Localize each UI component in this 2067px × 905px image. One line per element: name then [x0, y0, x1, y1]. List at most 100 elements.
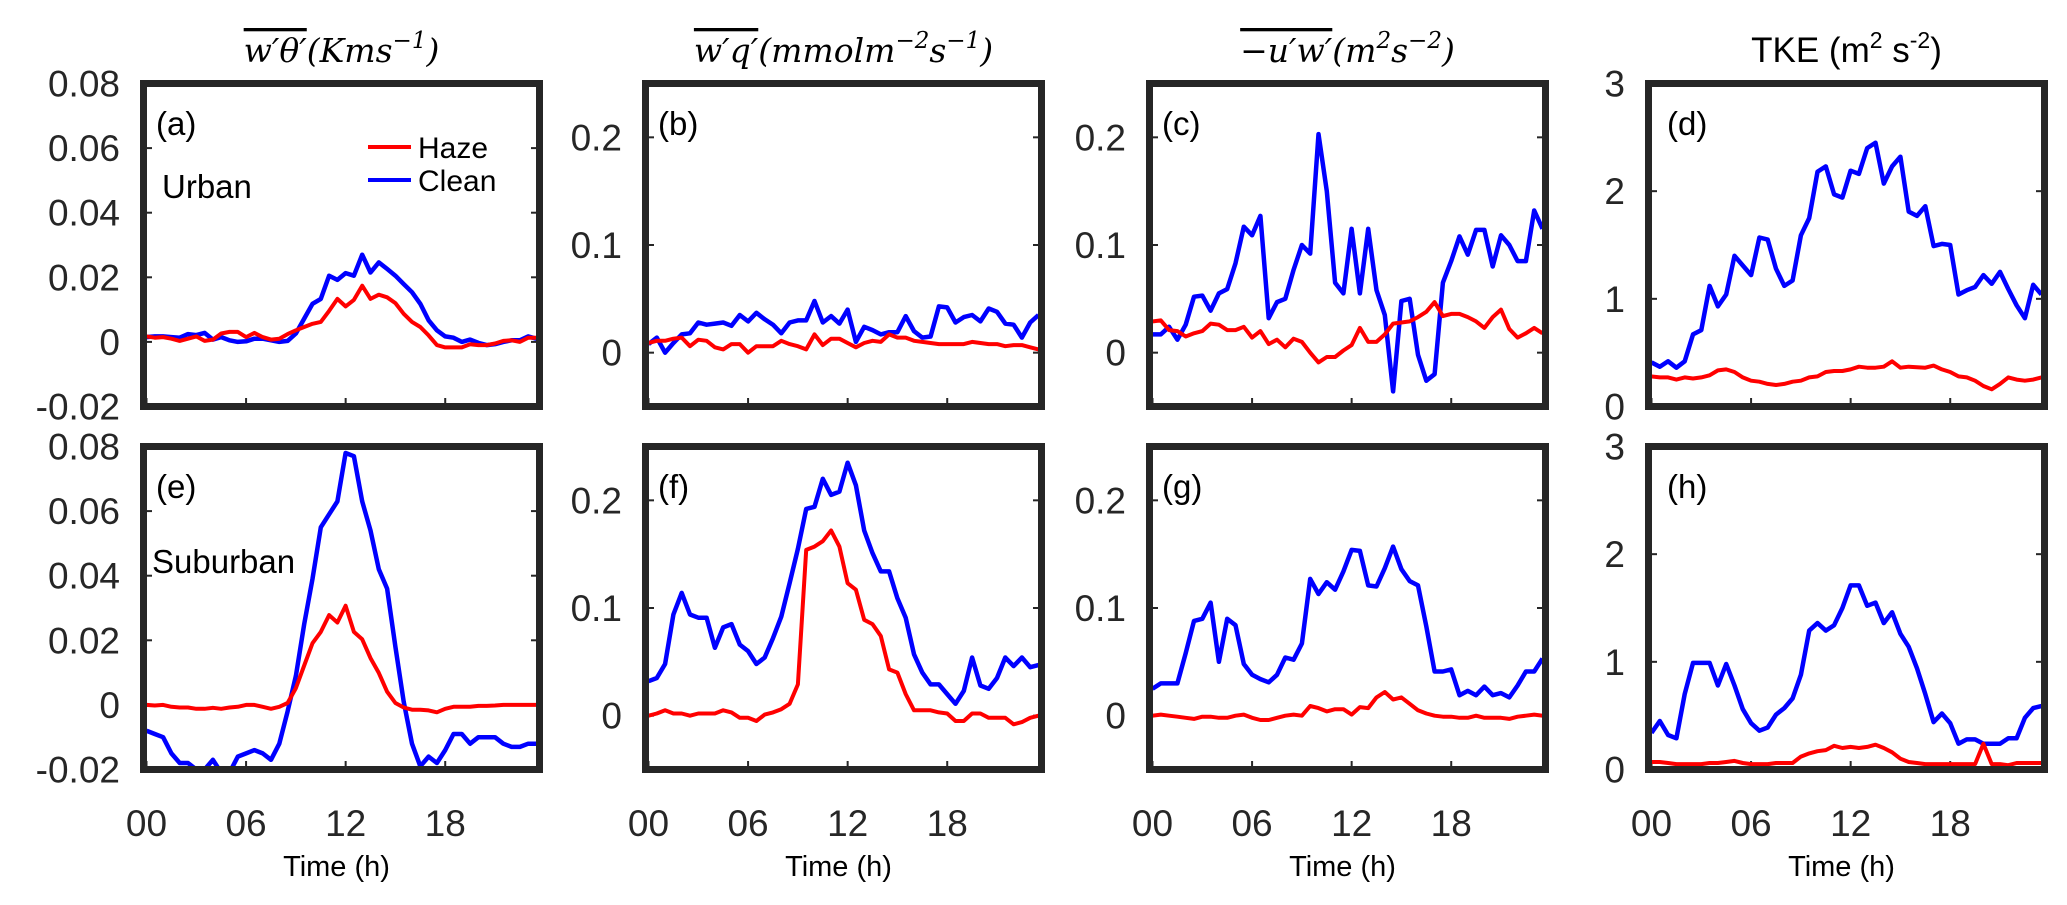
x-tick-label: 00	[126, 803, 167, 844]
panel-e: -0.02 0 0.02 0.04 0.06 0.08 00 06 12 18 Time (h) (e…	[36, 427, 543, 883]
y-tick-label: 0.06	[48, 491, 120, 532]
y-tick-label: 0.02	[48, 257, 120, 298]
panels: -0.02 0 0.02 0.04 0.06 0.08 (a) Urban 0 0.1 0.2 (b)…	[36, 64, 2048, 883]
column-title-part: TKE (m	[1751, 31, 1870, 70]
column-title-part: s	[929, 31, 946, 70]
x-tick-label: 00	[1132, 803, 1173, 844]
column-titles: w′θ′(Kms−1) w′q′(mmolm−2s−1) −u′w′(m2s−2) T…	[244, 27, 1942, 70]
y-tick-label: 3	[1604, 64, 1625, 105]
x-tick-label: 00	[1631, 803, 1672, 844]
x-tick-label: 00	[628, 803, 669, 844]
y-tick-label: -0.02	[36, 387, 120, 428]
column-title-part: (mmolm	[758, 31, 895, 70]
column-title-part: s	[1391, 31, 1408, 70]
column-title-3: −u′w′(m2s−2)	[1240, 28, 1455, 70]
series-line-haze	[147, 283, 536, 350]
y-tick-label: 0.04	[48, 193, 120, 234]
column-title-4: TKE (m2 s-2)	[1751, 27, 1942, 70]
axes-frame	[1146, 80, 1549, 410]
y-tick-label: 2	[1604, 171, 1625, 212]
column-title-part: )	[425, 31, 439, 70]
column-title-part: −u′w′	[1240, 31, 1333, 70]
y-tick-label: 3	[1604, 427, 1625, 468]
panel-label: (h)	[1667, 468, 1707, 505]
column-title-1: w′θ′(Kms−1)	[244, 28, 440, 70]
y-tick-label: 0.06	[48, 128, 120, 169]
x-tick-label: 12	[325, 803, 366, 844]
x-tick-label: 18	[1431, 803, 1472, 844]
y-tick-label: 0.08	[48, 64, 120, 105]
x-axis-label: Time (h)	[283, 851, 390, 883]
column-title-2: w′q′(mmolm−2s−1)	[694, 28, 993, 70]
series-line-haze	[1153, 690, 1542, 722]
column-title-part: )	[1441, 31, 1455, 70]
x-axis-label: Time (h)	[1788, 851, 1895, 883]
panel-a: -0.02 0 0.02 0.04 0.06 0.08 (a) Urban	[36, 64, 543, 428]
panel-g: 0 0.1 0.2 00 06 12 18 Time (h) (g)	[1075, 443, 1549, 883]
column-title-part: w′θ′	[244, 31, 308, 70]
y-tick-label: 0.1	[1075, 225, 1126, 266]
x-axis-label: Time (h)	[1289, 851, 1396, 883]
y-tick-label: 0.2	[1075, 480, 1126, 521]
series-line-haze	[649, 332, 1038, 355]
panel-b: 0 0.1 0.2 (b)	[571, 80, 1045, 410]
y-tick-label: 0.04	[48, 556, 120, 597]
series-line-haze	[1153, 300, 1542, 365]
y-tick-label: 0	[1105, 696, 1126, 737]
axes-frame	[1645, 443, 2048, 773]
x-tick-label: 12	[1830, 803, 1871, 844]
legend-clean-label: Clean	[418, 165, 496, 198]
y-tick-label: 0	[99, 685, 120, 726]
y-tick-label: 0.1	[571, 588, 622, 629]
y-tick-label: 1	[1604, 279, 1625, 320]
x-tick-label: 06	[727, 803, 768, 844]
legend: Haze Clean	[368, 132, 496, 198]
y-tick-label: 0.2	[1075, 117, 1126, 158]
series-line-clean	[1153, 131, 1542, 394]
panel-label: (c)	[1162, 105, 1200, 142]
x-tick-label: 18	[425, 803, 466, 844]
x-tick-label: 06	[225, 803, 266, 844]
x-tick-label: 06	[1231, 803, 1272, 844]
axes-frame	[140, 80, 543, 410]
y-tick-label: 0	[601, 333, 622, 374]
x-tick-label: 12	[827, 803, 868, 844]
y-tick-label: 0	[601, 696, 622, 737]
axes-frame	[642, 80, 1045, 410]
y-tick-label: 0.2	[571, 117, 622, 158]
x-tick-label: 12	[1331, 803, 1372, 844]
column-title-part: -2	[1910, 27, 1930, 53]
column-title-part: −1	[393, 28, 427, 54]
y-tick-label: 0.2	[571, 480, 622, 521]
series-line-clean	[649, 298, 1038, 355]
column-title-part: s	[1883, 31, 1910, 70]
axes-frame	[140, 443, 543, 773]
x-tick-label: 06	[1730, 803, 1771, 844]
column-title-part: −2	[1408, 28, 1442, 54]
series-line-clean	[1652, 583, 2041, 746]
column-title-part: (Kms	[307, 31, 393, 70]
panel-label: (b)	[658, 105, 698, 142]
series-line-clean	[1153, 544, 1542, 700]
x-axis-label: Time (h)	[785, 851, 892, 883]
x-tick-label: 18	[1930, 803, 1971, 844]
y-tick-label: 0	[99, 322, 120, 363]
x-tick-label: 18	[927, 803, 968, 844]
column-title-part: 2	[1870, 27, 1883, 53]
column-title-part: −1	[946, 28, 980, 54]
column-title-part: w′q′	[694, 31, 759, 70]
y-tick-label: -0.02	[36, 750, 120, 791]
series-line-haze	[147, 603, 536, 715]
panel-label: (a)	[156, 105, 196, 142]
series-line-haze	[649, 528, 1038, 727]
panel-label: (d)	[1667, 105, 1707, 142]
y-tick-label: 0.08	[48, 427, 120, 468]
column-title-part: (m	[1332, 31, 1376, 70]
column-title-part: 2	[1375, 28, 1391, 54]
series-line-clean	[147, 252, 536, 348]
series-line-haze	[1652, 741, 2041, 768]
panel-f: 0 0.1 0.2 00 06 12 18 Time (h) (f)	[571, 443, 1045, 883]
column-title-part: −2	[895, 28, 929, 54]
